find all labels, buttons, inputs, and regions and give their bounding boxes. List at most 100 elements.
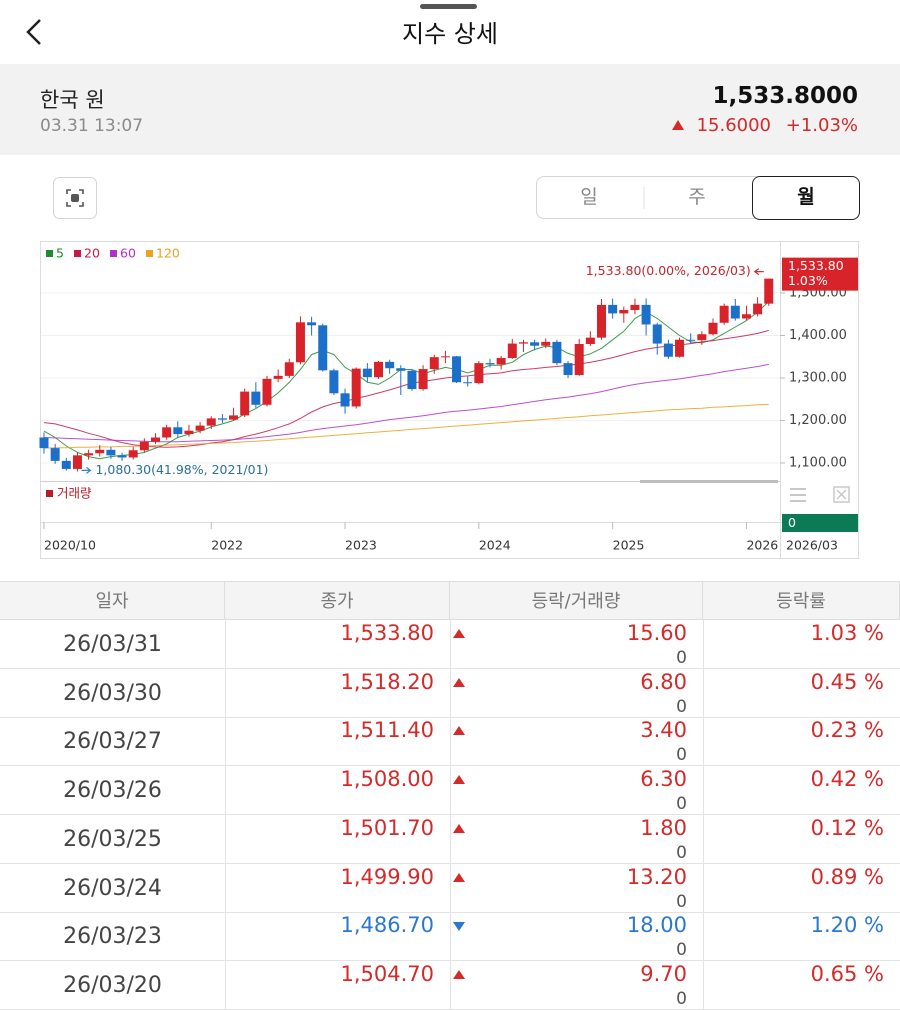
direction-icon bbox=[453, 677, 465, 687]
price: 1,533.8000 bbox=[712, 83, 858, 109]
close-cell: 1,499.90 bbox=[340, 864, 434, 889]
cell-divider bbox=[225, 863, 226, 913]
legend-swatch bbox=[74, 250, 81, 257]
volume-cell: 0 bbox=[676, 745, 687, 766]
volume-legend: 거래량 bbox=[57, 486, 92, 501]
legend-label: 20 bbox=[84, 246, 100, 261]
candle-body bbox=[463, 382, 473, 384]
chart: 1,100.001,200.001,300.001,400.001,500.00… bbox=[39, 241, 859, 559]
x-tick-label: 2024 bbox=[479, 538, 511, 553]
price-tag-value: 1,533.80 bbox=[788, 258, 844, 273]
close-cell: 1,511.40 bbox=[340, 718, 434, 743]
menu-icon[interactable] bbox=[790, 488, 806, 502]
close-icon[interactable] bbox=[833, 486, 850, 503]
cell-divider bbox=[225, 814, 226, 864]
candle-body bbox=[630, 304, 640, 310]
candle-body bbox=[50, 448, 60, 461]
cell-divider bbox=[450, 863, 451, 913]
candle-body bbox=[407, 370, 417, 390]
rate-cell: 0.89 % bbox=[810, 864, 884, 889]
volume-cell: 0 bbox=[676, 794, 687, 815]
close-cell: 1,504.70 bbox=[340, 961, 434, 986]
candle-body bbox=[39, 437, 49, 449]
cell-divider bbox=[703, 960, 704, 1010]
volume-cell: 0 bbox=[676, 842, 687, 863]
screen: 지수 상세 한국 원 03.31 13:07 1,533.8000 15.600… bbox=[0, 4, 900, 1010]
candle-body bbox=[128, 450, 138, 458]
min-annotation: 1,080.30(41.98%, 2021/01) bbox=[95, 462, 268, 477]
candle-body bbox=[552, 341, 562, 364]
change-cell: 9.70 bbox=[640, 961, 687, 986]
candle-body bbox=[351, 368, 361, 407]
date-cell: 26/03/25 bbox=[63, 826, 162, 852]
x-tick-label: 2020/10 bbox=[44, 538, 96, 553]
close-cell: 1,508.00 bbox=[340, 767, 434, 792]
volume-tag-value: 0 bbox=[788, 515, 796, 530]
volume-cell: 0 bbox=[676, 696, 687, 717]
triangle bbox=[453, 969, 465, 979]
column-header: 종가 bbox=[225, 581, 450, 620]
table-row: 26/03/26 1,508.00 6.30 0 0.42 % bbox=[0, 766, 900, 816]
period-tab[interactable]: 월 bbox=[752, 176, 860, 220]
cell-divider bbox=[450, 766, 451, 816]
capture-button[interactable] bbox=[53, 177, 97, 219]
close-cell: 1,501.70 bbox=[340, 815, 434, 840]
candle-body bbox=[541, 341, 551, 346]
date-cell: 26/03/27 bbox=[63, 729, 162, 755]
close-cell: 1,533.80 bbox=[340, 621, 434, 645]
candle-body bbox=[440, 356, 450, 358]
back-button[interactable] bbox=[22, 16, 48, 48]
period-tab[interactable]: 일 bbox=[580, 186, 598, 208]
y-tick-label: 1,100.00 bbox=[789, 456, 847, 471]
candle-body bbox=[619, 310, 629, 314]
candle-body bbox=[418, 369, 428, 390]
annotation-arrow bbox=[753, 268, 764, 276]
date-cell: 26/03/20 bbox=[63, 972, 162, 998]
rate-cell: 0.65 % bbox=[810, 961, 884, 986]
column-header: 일자 bbox=[0, 581, 225, 620]
candle-body bbox=[518, 342, 528, 344]
candle-body bbox=[597, 304, 606, 338]
y-tick-label: 1,200.00 bbox=[789, 413, 847, 428]
table-row: 26/03/27 1,511.40 3.40 0 0.23 % bbox=[0, 717, 900, 767]
candle-body bbox=[307, 322, 317, 326]
cell-divider bbox=[225, 766, 226, 816]
period-tab[interactable]: 주 bbox=[688, 186, 706, 208]
table-row: 26/03/24 1,499.90 13.20 0 0.89 % bbox=[0, 863, 900, 913]
direction-icon bbox=[453, 726, 465, 736]
cell-divider bbox=[225, 717, 226, 767]
max-annotation: 1,533.80(0.00%, 2026/03) bbox=[586, 263, 751, 278]
scrollbar[interactable] bbox=[640, 480, 778, 483]
candle-body bbox=[117, 455, 127, 458]
candle-body bbox=[84, 453, 94, 456]
candle-body bbox=[295, 322, 305, 363]
candle-body bbox=[162, 427, 172, 438]
candle-body bbox=[697, 334, 707, 341]
candle-body bbox=[686, 339, 696, 341]
annotation-arrow bbox=[81, 466, 92, 474]
drag-handle bbox=[420, 4, 477, 9]
cell-divider bbox=[703, 766, 704, 816]
candle-body bbox=[195, 425, 205, 431]
candle-body bbox=[284, 362, 294, 376]
candle-body bbox=[72, 455, 82, 469]
candle-body bbox=[61, 460, 71, 469]
x-tick-label: 2023 bbox=[345, 538, 377, 553]
candle-body bbox=[563, 363, 573, 376]
candle-body bbox=[362, 368, 372, 378]
table-row: 26/03/20 1,504.70 9.70 0 0.65 % bbox=[0, 960, 900, 1010]
x-tick-label: 2022 bbox=[211, 538, 243, 553]
candle-body bbox=[184, 430, 194, 435]
candle-body bbox=[474, 363, 484, 384]
candle-body bbox=[429, 357, 439, 370]
date-cell: 26/03/31 bbox=[63, 632, 162, 657]
date-cell: 26/03/26 bbox=[63, 778, 162, 804]
column-header: 등락률 bbox=[703, 581, 900, 620]
candle-body bbox=[251, 391, 261, 405]
asset-name: 한국 원 bbox=[40, 88, 105, 112]
legend-swatch bbox=[110, 250, 117, 257]
cell-divider bbox=[225, 960, 226, 1010]
page-title: 지수 상세 bbox=[402, 20, 498, 48]
candle-body bbox=[452, 356, 462, 383]
triangle bbox=[453, 677, 465, 687]
